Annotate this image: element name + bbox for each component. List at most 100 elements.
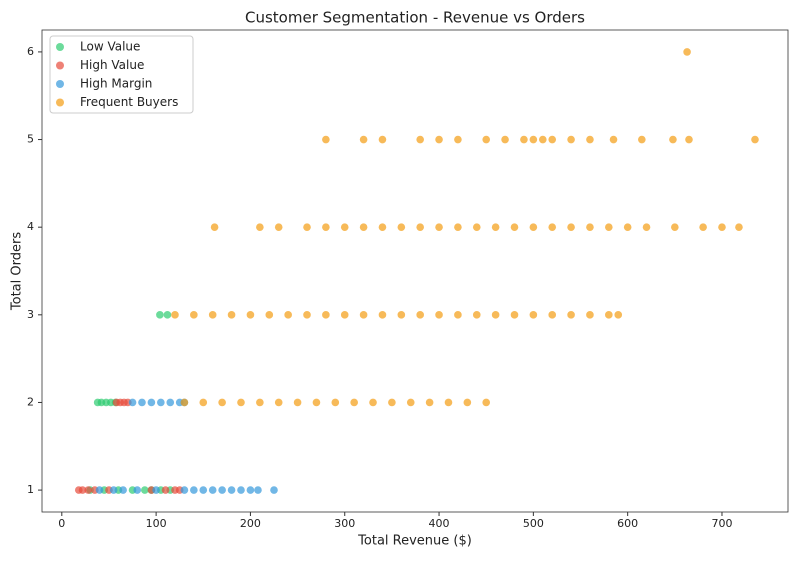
data-point — [614, 311, 623, 319]
data-point — [210, 223, 219, 231]
data-point — [237, 398, 245, 407]
data-point — [254, 486, 262, 494]
data-point — [322, 311, 330, 319]
data-point — [669, 135, 677, 144]
x-tick-label: 200 — [240, 517, 261, 530]
x-tick-label: 700 — [711, 517, 732, 530]
data-point — [683, 48, 691, 56]
data-point — [190, 486, 198, 494]
data-point — [350, 398, 358, 407]
data-point — [109, 486, 118, 494]
data-point — [322, 223, 330, 231]
data-point — [501, 135, 509, 144]
data-point — [265, 311, 274, 319]
data-point — [147, 398, 156, 407]
data-point — [416, 223, 424, 231]
legend-label: High Value — [80, 58, 144, 72]
legend-marker — [56, 98, 64, 107]
data-point — [133, 486, 142, 494]
data-point — [529, 223, 538, 231]
data-point — [454, 223, 462, 231]
data-point — [520, 135, 528, 144]
data-point — [435, 135, 443, 144]
data-point — [548, 223, 557, 231]
data-point — [303, 223, 311, 231]
data-point — [171, 311, 179, 319]
y-tick-label: 5 — [27, 133, 34, 146]
data-point — [529, 135, 538, 144]
data-point — [190, 311, 198, 319]
x-tick-label: 100 — [146, 517, 167, 530]
data-point — [406, 398, 415, 407]
y-tick-label: 6 — [27, 45, 34, 58]
data-point — [128, 398, 137, 407]
x-tick-label: 400 — [429, 517, 450, 530]
data-point — [218, 486, 226, 494]
data-point — [605, 311, 613, 319]
data-point — [78, 486, 87, 494]
x-tick-label: 600 — [617, 517, 638, 530]
data-point — [623, 223, 632, 231]
data-point — [163, 311, 172, 319]
data-point — [586, 223, 594, 231]
data-point — [397, 311, 406, 319]
data-point — [369, 398, 377, 407]
data-point — [718, 223, 726, 231]
data-point — [397, 223, 406, 231]
data-point — [359, 223, 368, 231]
data-point — [95, 486, 104, 494]
data-point — [425, 398, 434, 407]
legend-box — [49, 35, 194, 114]
data-point — [472, 223, 481, 231]
plot-frame — [41, 29, 789, 513]
data-point — [642, 223, 651, 231]
data-point — [284, 311, 292, 319]
data-point — [638, 135, 646, 144]
data-point — [567, 311, 575, 319]
data-point — [156, 311, 164, 319]
data-point — [180, 398, 189, 407]
data-point — [605, 223, 613, 231]
data-point — [388, 398, 396, 407]
data-point — [548, 311, 557, 319]
data-point — [199, 398, 208, 407]
data-point — [340, 223, 349, 231]
data-point — [161, 486, 170, 494]
y-tick-label: 2 — [27, 395, 34, 408]
data-point — [312, 398, 321, 407]
data-point — [274, 223, 283, 231]
data-point — [359, 311, 368, 319]
data-point — [685, 135, 693, 144]
data-point — [529, 311, 538, 319]
legend-marker — [56, 80, 64, 88]
data-point — [454, 135, 462, 144]
data-point — [567, 135, 575, 144]
legend-label: Low Value — [80, 40, 140, 54]
data-point — [454, 311, 462, 319]
y-tick-label: 1 — [27, 483, 34, 496]
data-point — [491, 311, 500, 319]
data-point — [119, 486, 127, 494]
data-point — [567, 223, 575, 231]
data-point — [180, 486, 189, 494]
data-point — [227, 311, 236, 319]
data-point — [586, 135, 594, 144]
data-point — [331, 398, 340, 407]
data-point — [378, 311, 387, 319]
data-point — [246, 311, 255, 319]
data-point — [586, 311, 594, 319]
data-point — [157, 398, 165, 407]
data-point — [735, 223, 743, 231]
x-tick-label: 0 — [58, 517, 65, 530]
data-point — [435, 311, 443, 319]
legend-marker — [56, 43, 64, 51]
data-point — [256, 398, 264, 407]
data-point — [538, 135, 547, 144]
y-tick-label: 4 — [27, 220, 34, 233]
legend-label: High Margin — [80, 77, 152, 91]
data-point — [378, 135, 387, 144]
data-point — [227, 486, 236, 494]
data-point — [237, 486, 245, 494]
data-point — [152, 486, 160, 494]
